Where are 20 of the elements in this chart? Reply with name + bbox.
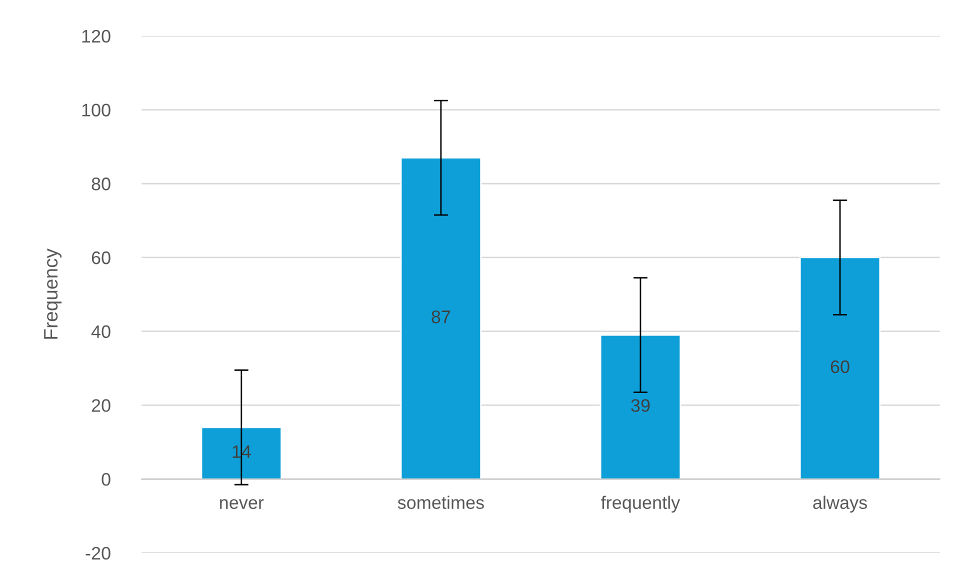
x-tick-label: frequently xyxy=(601,496,680,513)
y-tick-label: 120 xyxy=(82,30,110,43)
y-tick-label: -20 xyxy=(86,546,110,560)
bar xyxy=(799,256,881,480)
x-tick-label: sometimes xyxy=(398,496,484,510)
x-tick-label: always xyxy=(813,496,867,513)
bar xyxy=(400,157,482,480)
y-axis-title: Frequency xyxy=(44,248,62,339)
y-tick-label: 100 xyxy=(82,104,110,116)
y-tick-label: 20 xyxy=(92,399,110,412)
y-tick-label: 60 xyxy=(92,251,110,264)
data-label: 60 xyxy=(830,360,850,374)
bar xyxy=(200,426,282,480)
data-label: 87 xyxy=(432,310,450,324)
y-tick-label: 0 xyxy=(102,473,110,486)
y-tick-label: 80 xyxy=(92,178,110,190)
x-tick-label: never xyxy=(220,499,264,510)
bar xyxy=(600,334,682,480)
y-tick-label: 40 xyxy=(91,325,110,338)
data-label: 39 xyxy=(631,399,650,412)
